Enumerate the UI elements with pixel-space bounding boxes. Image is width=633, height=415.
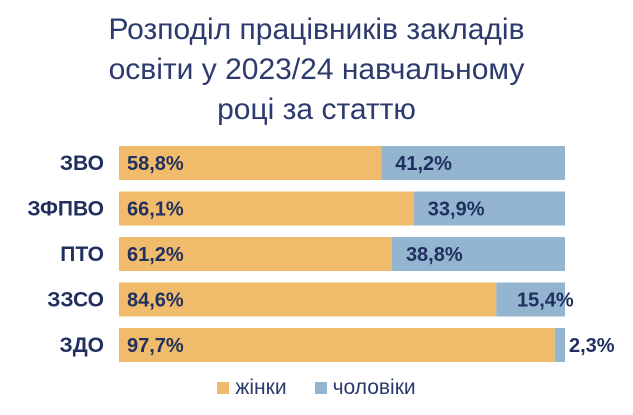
data-label-men: 15,4% — [517, 290, 574, 312]
legend-swatch-women — [217, 382, 230, 394]
legend-item-men: чоловіки — [314, 376, 416, 400]
data-label-men: 2,3% — [569, 335, 615, 357]
chart-title-line-1: Розподіл працівників закладів — [108, 13, 525, 46]
legend-label-women: жінки — [235, 376, 287, 399]
category-label: ЗЗСО — [47, 289, 104, 312]
bar-segment-women — [119, 191, 414, 226]
bar-segment-women — [119, 282, 497, 317]
category-label: ПТО — [60, 243, 104, 266]
category-label: ЗФПВО — [27, 198, 104, 221]
data-label-men: 33,9% — [428, 199, 485, 221]
legend-swatch-men — [314, 382, 327, 394]
chart-title-line-3: році за статтю — [217, 93, 416, 126]
bar-segment-women — [119, 146, 382, 180]
bar-segment-men — [381, 146, 565, 180]
category-label: ЗДО — [60, 334, 104, 357]
data-label-women: 58,8% — [127, 153, 184, 175]
data-label-women: 84,6% — [127, 290, 184, 312]
legend-item-women: жінки — [217, 376, 287, 400]
data-label-women: 97,7% — [127, 335, 184, 357]
legend-label-men: чоловіки — [332, 376, 416, 399]
chart-title: Розподіл працівників закладів освіти у 2… — [0, 10, 633, 130]
bar-segment-women — [119, 237, 392, 271]
bar-segment-women — [119, 328, 555, 362]
bar-segment-men — [413, 191, 565, 226]
data-label-women: 61,2% — [127, 244, 184, 266]
category-label: ЗВО — [60, 152, 104, 175]
bar-segment-men — [554, 328, 565, 362]
chart-title-line-2: освіти у 2023/24 навчальному — [108, 53, 525, 86]
bar-segment-men — [391, 237, 565, 271]
chart-legend: жінки чоловіки — [0, 376, 633, 400]
data-label-men: 38,8% — [406, 244, 463, 266]
data-label-men: 41,2% — [395, 153, 452, 175]
data-label-women: 66,1% — [127, 199, 184, 221]
bar-segment-men — [496, 282, 565, 317]
